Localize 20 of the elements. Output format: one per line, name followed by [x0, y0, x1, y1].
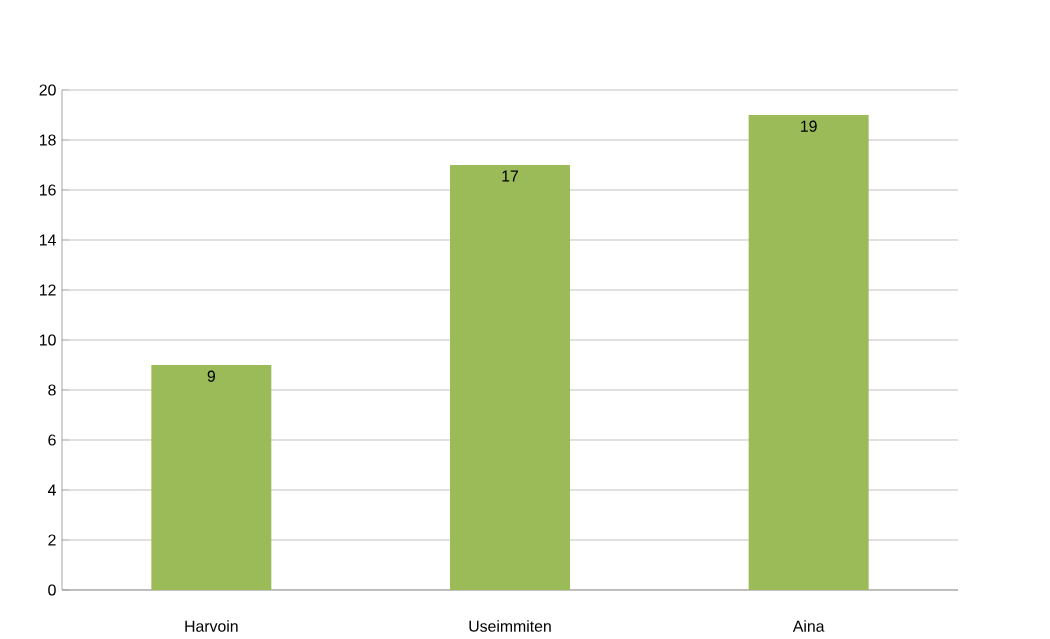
y-tick-label: 0 [48, 584, 56, 596]
x-tick-label: Aina [792, 620, 825, 632]
y-tick-label: 12 [40, 284, 56, 296]
data-label: 19 [801, 120, 817, 132]
bar [748, 114, 869, 590]
y-tick-label: 8 [48, 384, 56, 396]
data-label: 17 [502, 170, 518, 182]
y-tick-label: 2 [48, 534, 56, 546]
y-tick-label: 4 [47, 484, 56, 496]
y-tick-label: 18 [40, 134, 56, 146]
x-tick-label: Harvoin [185, 620, 238, 632]
data-label: 9 [207, 370, 215, 382]
y-tick-label: 6 [48, 434, 56, 446]
y-tick-label: 20 [39, 84, 56, 96]
y-tick-label: 14 [40, 234, 56, 246]
x-tick-label: Useimmiten [469, 620, 551, 632]
bar [151, 364, 272, 590]
y-tick-label: 16 [40, 184, 56, 196]
bar [450, 164, 570, 590]
y-tick-label: 10 [40, 334, 56, 346]
